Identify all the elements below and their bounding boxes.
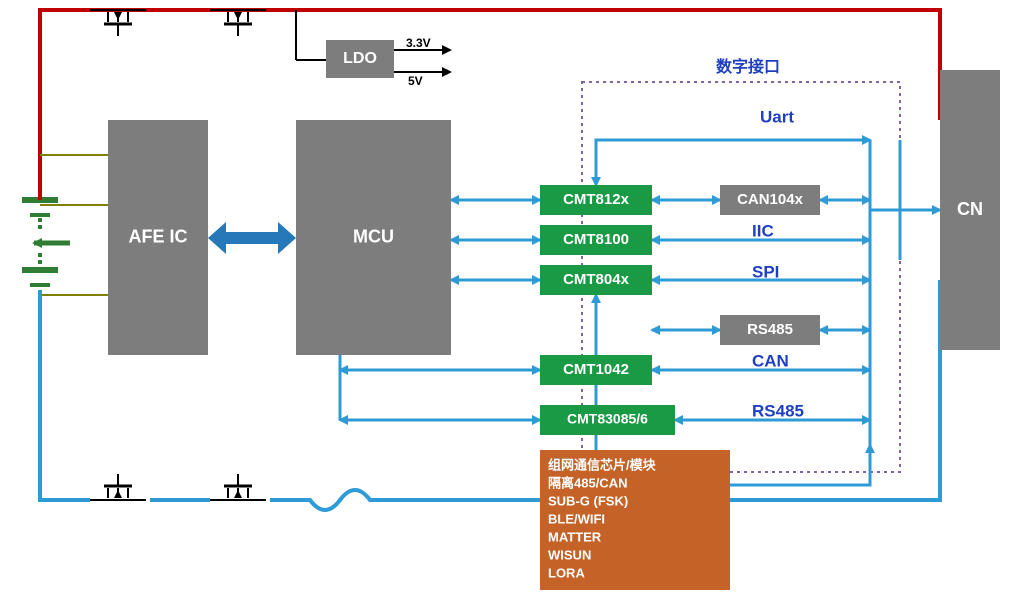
digital-label: 数字接口 — [716, 57, 780, 76]
svg-text:CMT804x: CMT804x — [563, 271, 630, 288]
svg-text:AFE IC: AFE IC — [128, 226, 187, 246]
svg-text:CAN104x: CAN104x — [737, 191, 804, 208]
svg-text:RS485: RS485 — [747, 321, 793, 338]
v5-label: 5V — [408, 74, 423, 88]
afe-mcu-arrow — [208, 222, 296, 254]
svg-text:CMT812x: CMT812x — [563, 191, 630, 208]
svg-text:LORA: LORA — [548, 565, 585, 580]
uart-label: Uart — [760, 107, 794, 126]
svg-text:组网通信芯片/模块: 组网通信芯片/模块 — [548, 457, 657, 472]
mosfet-icon — [210, 474, 266, 500]
orange-bus-arrow — [730, 445, 870, 485]
red-power-wire — [40, 10, 940, 120]
svg-text:CMT1042: CMT1042 — [563, 361, 629, 378]
mosfet-icon — [90, 10, 146, 36]
svg-text:MATTER: MATTER — [548, 529, 602, 544]
can-label: CAN — [752, 351, 789, 370]
svg-text:SUB-G (FSK): SUB-G (FSK) — [548, 493, 628, 508]
iic-label: IIC — [752, 221, 774, 240]
svg-text:隔离485/CAN: 隔离485/CAN — [548, 475, 627, 490]
spi-label: SPI — [752, 262, 779, 281]
uart-bus-arrow — [596, 140, 870, 185]
mosfet-icon — [90, 474, 146, 500]
svg-text:MCU: MCU — [353, 226, 394, 246]
svg-text:CMT8100: CMT8100 — [563, 231, 629, 248]
svg-text:CMT83085/6: CMT83085/6 — [567, 411, 648, 427]
v33-label: 3.3V — [406, 36, 431, 50]
svg-text:WISUN: WISUN — [548, 547, 591, 562]
svg-text:BLE/WIFI: BLE/WIFI — [548, 511, 605, 526]
mosfet-icon — [210, 10, 266, 36]
svg-text:LDO: LDO — [343, 50, 377, 67]
svg-text:CN: CN — [957, 199, 983, 219]
rs485-label: RS485 — [752, 401, 804, 420]
